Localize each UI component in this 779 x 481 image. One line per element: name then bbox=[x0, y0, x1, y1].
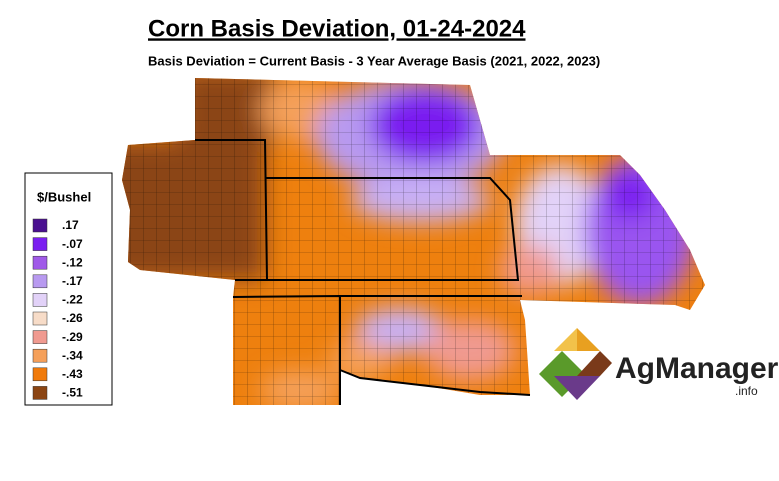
legend-label: -.43 bbox=[62, 367, 83, 381]
legend-items: .17 -.07 -.12 -.17 -.22 -.26 -.29 -.34 -.43 -.51 bbox=[32, 218, 83, 400]
map-title: Corn Basis Deviation, 01-24-2024 bbox=[148, 15, 526, 42]
legend-label: .17 bbox=[62, 218, 79, 232]
border bbox=[339, 369, 531, 396]
legend-swatch bbox=[32, 237, 48, 251]
legend-label: -.07 bbox=[62, 237, 83, 251]
legend-label: -.17 bbox=[62, 274, 83, 288]
border bbox=[232, 295, 522, 405]
legend-title: $/Bushel bbox=[37, 189, 91, 204]
legend-swatch bbox=[32, 386, 48, 400]
border bbox=[235, 177, 520, 281]
legend-label: -.29 bbox=[62, 330, 83, 344]
logo-tile bbox=[554, 328, 577, 351]
legend-box bbox=[24, 172, 113, 406]
legend-label: -.26 bbox=[62, 311, 83, 325]
logo-suffix: .info bbox=[735, 384, 758, 398]
logo-name: AgManager bbox=[615, 352, 779, 385]
legend-swatch bbox=[32, 218, 48, 233]
logo-tile bbox=[577, 351, 612, 376]
legend-swatch bbox=[32, 367, 48, 382]
legend: $/Bushel .17 -.07 -.12 -.17 -.22 -.26 -.29 -.34… bbox=[24, 172, 113, 406]
legend-swatch bbox=[32, 330, 48, 344]
state-borders bbox=[195, 139, 531, 405]
legend-label: -.51 bbox=[62, 386, 83, 400]
border bbox=[195, 139, 268, 281]
legend-swatch bbox=[32, 348, 48, 363]
logo-tile bbox=[554, 376, 600, 400]
map-subtitle: Basis Deviation = Current Basis - 3 Year… bbox=[148, 53, 600, 68]
logo: AgManager .info bbox=[539, 328, 779, 400]
legend-label: -.12 bbox=[62, 255, 83, 269]
legend-label: -.34 bbox=[62, 348, 83, 362]
legend-swatch bbox=[32, 311, 48, 326]
legend-swatch bbox=[32, 293, 48, 307]
logo-tile bbox=[577, 328, 600, 351]
legend-swatch bbox=[32, 274, 48, 289]
legend-swatch bbox=[32, 255, 48, 270]
legend-label: -.22 bbox=[62, 293, 83, 307]
